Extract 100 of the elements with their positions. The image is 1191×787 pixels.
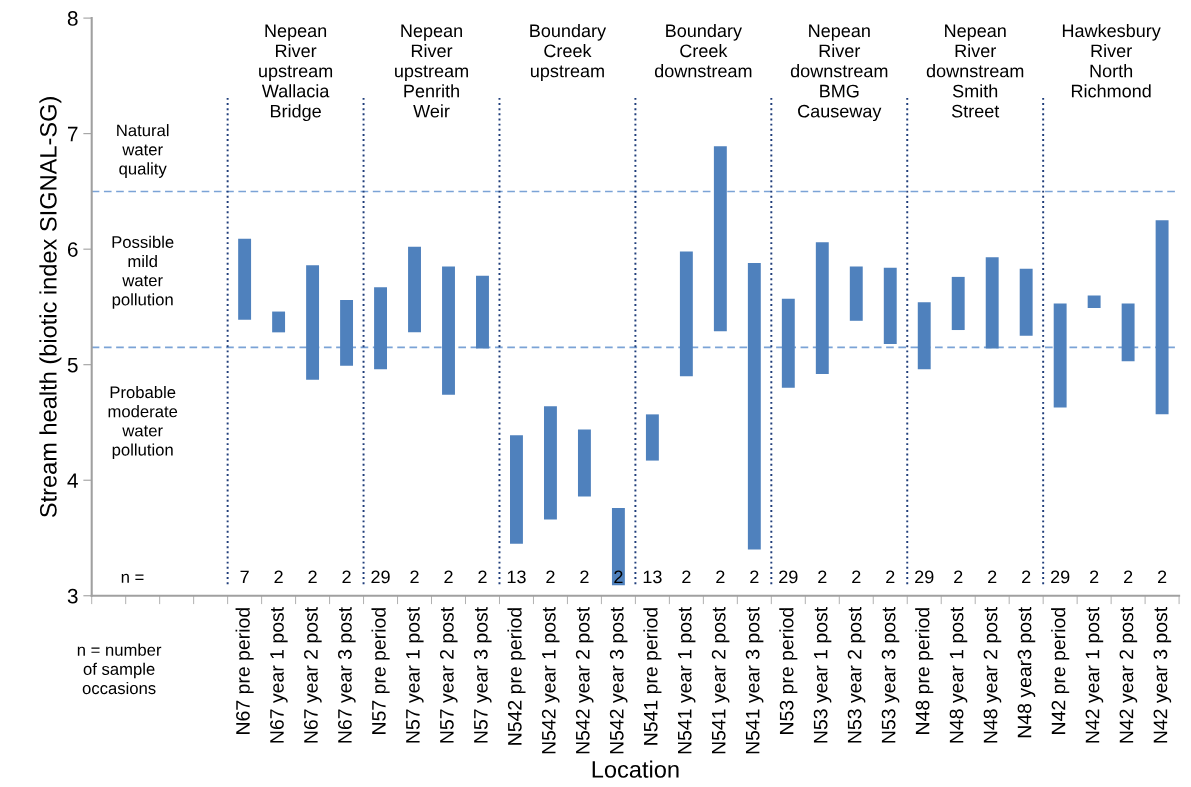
bar <box>1053 303 1067 408</box>
bar <box>679 251 693 377</box>
annotation: Nepean River upstream Wallacia Bridge <box>259 24 333 122</box>
annotation: Possible mild water pollution <box>112 235 174 309</box>
annotation: n = <box>121 573 144 583</box>
annotation: 2 <box>444 570 453 584</box>
x-tick-label: N67 pre period <box>235 608 254 734</box>
bar <box>713 146 727 332</box>
annotation: 29 <box>915 570 934 584</box>
x-tick-label: N541 year 3 post <box>745 607 764 754</box>
bar <box>883 267 897 344</box>
x-tick-label: N57 year 1 post <box>406 607 424 743</box>
x-tick-label: N48 year3 post <box>1017 607 1036 738</box>
bar <box>408 246 421 333</box>
bar <box>849 266 863 321</box>
bar <box>442 266 455 395</box>
x-tick-label: N53 year 2 post <box>847 607 866 743</box>
text: n = number of sample occasions <box>77 643 162 695</box>
x-tick-label: N67 year 2 post <box>304 607 322 743</box>
bar <box>272 311 286 333</box>
x-tick-label: N542 year 2 post <box>575 607 594 754</box>
bar <box>815 242 829 374</box>
bar <box>951 276 965 331</box>
x-tick-label: N53 pre period <box>779 608 798 734</box>
annotation: 2 <box>1022 570 1031 584</box>
bar <box>781 298 795 388</box>
annotation: 13 <box>643 570 662 584</box>
annotation: Boundary Creek upstream <box>530 23 607 81</box>
x-tick-label: N57 year 2 post <box>439 607 458 743</box>
annotation: 29 <box>371 570 390 584</box>
y-tick-label: 6 <box>67 242 78 257</box>
annotation: 2 <box>1157 570 1167 584</box>
annotation: 2 <box>308 570 317 584</box>
bar <box>1019 268 1033 336</box>
annotation: 2 <box>478 570 487 584</box>
x-tick-label: N48 pre period <box>915 608 934 734</box>
x-tick-label: N542 year 3 post <box>609 607 628 754</box>
x-tick-label: N42 year 1 post <box>1085 607 1104 743</box>
x-tick-label: N541 year 1 post <box>678 607 696 754</box>
annotation: 2 <box>342 570 351 584</box>
annotation: Natural water quality <box>117 124 169 178</box>
annotation: 2 <box>988 570 997 584</box>
x-tick-label: N53 year 1 post <box>813 607 832 743</box>
bar <box>577 429 591 497</box>
x-tick-label: N42 pre period <box>1051 608 1070 734</box>
bar <box>747 263 761 550</box>
annotation: 2 <box>614 570 623 584</box>
annotation: Boundary Creek downstream <box>654 23 752 78</box>
annotation: 2 <box>274 570 283 584</box>
annotation: 2 <box>852 570 861 584</box>
bar <box>510 435 523 544</box>
annotation: Probable moderate water pollution <box>108 385 178 459</box>
y-tick-label: 8 <box>67 11 78 26</box>
x-tick-label: N57 year 3 post <box>473 607 492 743</box>
x-tick-label: N48 year 2 post <box>983 607 1002 743</box>
annotation: 2 <box>1090 570 1099 584</box>
bar <box>476 275 489 349</box>
y-axis-title: Stream health (biotic index SIGNAL-SG) <box>39 97 62 518</box>
annotation: 2 <box>546 570 555 584</box>
bar <box>611 507 625 586</box>
x-tick-label: N53 year 3 post <box>881 607 900 743</box>
annotation: 29 <box>1051 570 1070 584</box>
bar <box>1087 295 1101 309</box>
bar <box>340 300 354 366</box>
annotation: Nepean River downstream Smith Street <box>926 24 1024 118</box>
bar <box>645 414 659 461</box>
bar <box>1121 303 1135 362</box>
x-tick-label: N42 year 2 post <box>1119 607 1138 743</box>
annotation: 2 <box>818 570 827 584</box>
annotation: Hawkesbury River North Richmond <box>1062 23 1161 98</box>
bar <box>543 406 557 520</box>
bar <box>917 302 931 370</box>
x-tick-label: N48 year 1 post <box>949 607 968 743</box>
annotation: 2 <box>716 570 725 584</box>
y-tick-label: 3 <box>67 588 78 604</box>
y-tick-label: 4 <box>67 473 78 488</box>
annotation: 7 <box>240 570 249 584</box>
annotation: Nepean River upstream Penrith Weir <box>395 24 468 118</box>
annotation: 2 <box>580 570 589 584</box>
bar <box>1155 220 1169 415</box>
x-axis-title: Location <box>592 760 679 778</box>
annotation: 2 <box>750 570 759 584</box>
annotation: 2 <box>1124 570 1133 584</box>
x-tick-label: N67 year 3 post <box>338 607 356 743</box>
annotation: 2 <box>954 570 963 584</box>
x-tick-label: N541 year 2 post <box>711 607 730 754</box>
x-tick-label: N67 year 1 post <box>270 607 288 743</box>
x-tick-label: N542 year 1 post <box>541 607 560 754</box>
annotation: 13 <box>507 570 526 584</box>
annotation: Nepean River downstream BMG Causeway <box>790 24 888 122</box>
bar <box>306 265 320 380</box>
y-tick-label: 7 <box>67 126 78 142</box>
x-tick-label: N57 pre period <box>371 608 390 734</box>
annotation: 2 <box>410 570 419 584</box>
annotation: 2 <box>682 570 691 584</box>
bar <box>374 287 387 370</box>
x-tick-label: N42 year 3 post <box>1153 607 1172 743</box>
x-tick-label: N541 pre period <box>643 608 662 745</box>
annotation: 29 <box>779 570 798 584</box>
x-tick-label: N542 pre period <box>507 608 526 745</box>
